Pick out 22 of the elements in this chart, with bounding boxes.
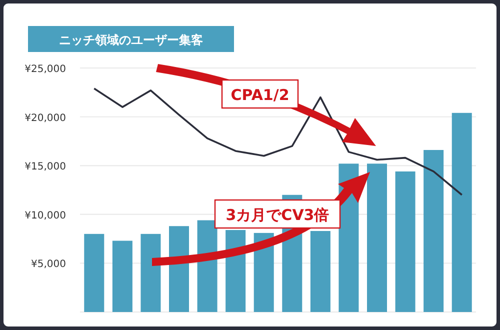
y-tick-label: ¥20,000: [24, 112, 66, 124]
bar: [84, 234, 104, 312]
y-tick-label: ¥25,000: [24, 64, 66, 75]
y-tick-label: ¥15,000: [24, 162, 66, 173]
bar: [367, 164, 387, 312]
bar: [452, 112, 472, 312]
bar: [310, 230, 330, 312]
y-tick-label: ¥10,000: [24, 210, 66, 222]
bar: [140, 234, 161, 312]
annotation: 3カ月でCV3倍: [214, 199, 341, 229]
title: ニッチ領域のユーザー集客: [28, 26, 234, 52]
bar: [169, 226, 189, 312]
bar: [424, 150, 444, 312]
line-series: [93, 88, 463, 196]
annotation: 3カ月でCV3倍: [226, 206, 330, 224]
bar: [226, 230, 246, 312]
y-tick-label: ¥5,000: [31, 259, 66, 270]
bar: [395, 171, 416, 312]
chart-title: ニッチ領域のユーザー集客: [59, 33, 203, 47]
annotation: CPA1/2: [230, 86, 290, 104]
bar: [112, 240, 132, 312]
annotation: CPA1/2: [221, 79, 299, 109]
